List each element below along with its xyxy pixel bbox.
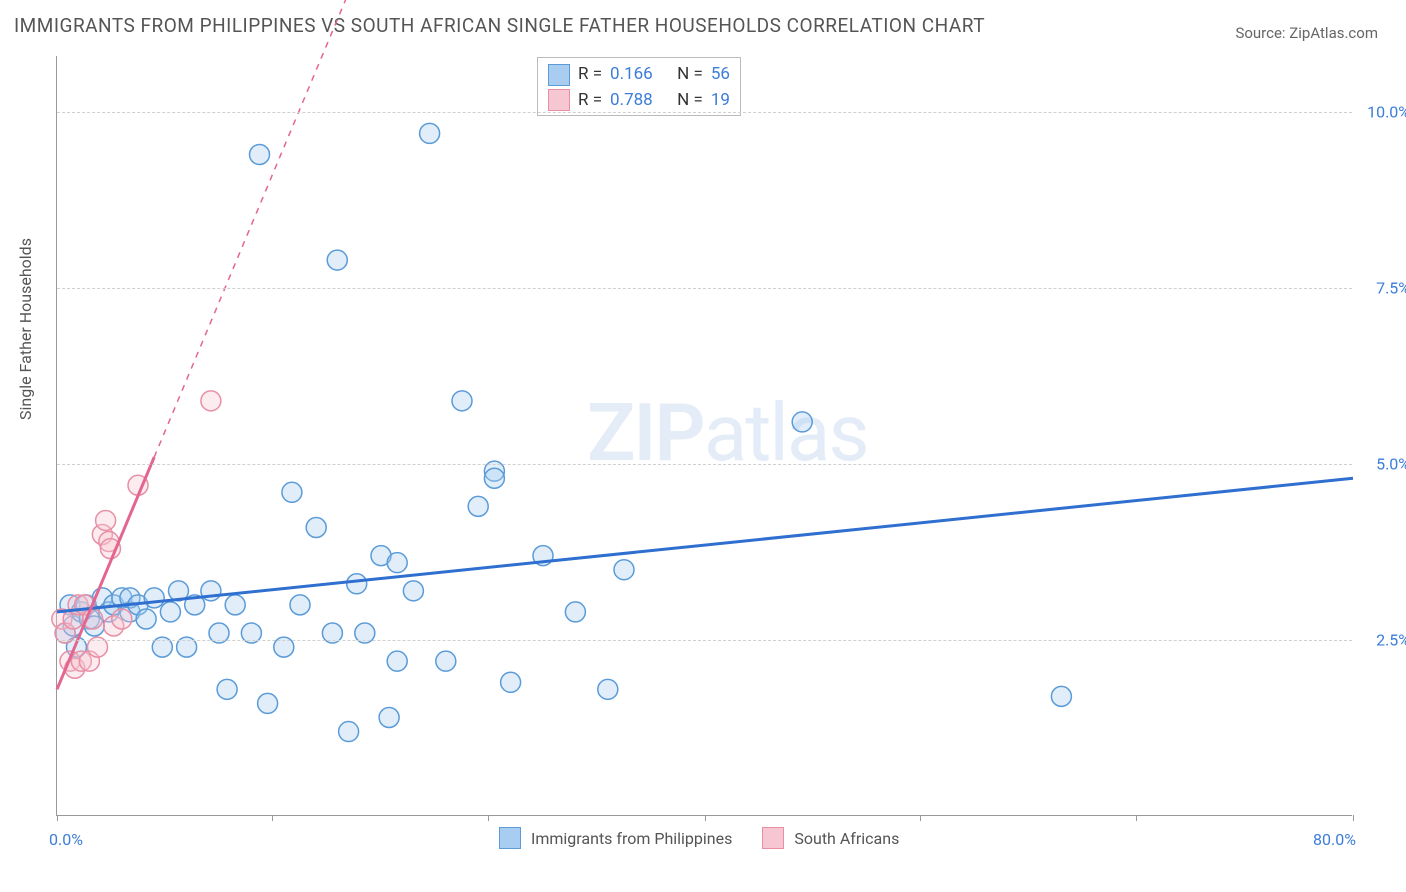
scatter-point-philippines [614,560,634,580]
x-tick-mark [1353,815,1354,821]
scatter-point-philippines [225,595,245,615]
scatter-point-philippines [1051,686,1071,706]
scatter-point-philippines [250,145,270,165]
scatter-point-philippines [436,651,456,671]
scatter-point-philippines [452,391,472,411]
source-label: Source: [1235,24,1285,42]
bottom-legend-item-2: South Africans [762,827,899,849]
trend-line [57,478,1353,612]
scatter-point-philippines [136,609,156,629]
source-name: ZipAtlas.com [1289,24,1378,42]
scatter-point-philippines [598,679,618,699]
bottom-legend: Immigrants from Philippines South Africa… [499,827,899,849]
gridline-h [57,640,1352,641]
x-tick-mark [705,815,706,821]
scatter-point-philippines [282,482,302,502]
scatter-point-philippines [306,517,326,537]
scatter-point-south_africans [201,391,221,411]
source-attribution: Source: ZipAtlas.com [1235,24,1378,42]
chart-plot-area: ZIPatlas R = 0.166 N = 56 R = 0.788 N = … [56,56,1352,816]
trend-line [57,457,154,689]
scatter-svg [57,56,1352,815]
chart-title: IMMIGRANTS FROM PHILIPPINES VS SOUTH AFR… [14,14,985,37]
y-tick-label: 5.0% [1376,455,1406,474]
scatter-point-philippines [327,250,347,270]
swatch-south-africans-bottom [762,827,784,849]
bottom-legend-label-2: South Africans [794,829,899,848]
scatter-point-philippines [160,602,180,622]
scatter-point-philippines [379,707,399,727]
scatter-point-philippines [258,693,278,713]
y-tick-label: 7.5% [1376,279,1406,298]
scatter-point-philippines [501,672,521,692]
scatter-point-philippines [290,595,310,615]
scatter-point-philippines [387,651,407,671]
gridline-h [57,464,1352,465]
swatch-philippines-bottom [499,827,521,849]
scatter-point-philippines [403,581,423,601]
scatter-point-philippines [792,412,812,432]
x-tick-mark [272,815,273,821]
gridline-h [57,112,1352,113]
scatter-point-philippines [144,588,164,608]
bottom-legend-item-1: Immigrants from Philippines [499,827,732,849]
x-tick-label: 80.0% [1313,830,1356,849]
scatter-point-south_africans [112,609,132,629]
y-tick-label: 2.5% [1376,631,1406,650]
scatter-point-philippines [347,574,367,594]
scatter-point-philippines [339,722,359,742]
gridline-h [57,288,1352,289]
x-tick-label: 0.0% [49,830,83,849]
scatter-point-philippines [387,553,407,573]
x-tick-mark [920,815,921,821]
bottom-legend-label-1: Immigrants from Philippines [531,829,732,848]
scatter-point-philippines [420,123,440,143]
scatter-point-south_africans [96,510,116,530]
scatter-point-philippines [468,496,488,516]
x-tick-mark [57,815,58,821]
y-tick-label: 10.0% [1367,103,1406,122]
y-axis-label: Single Father Households [16,238,35,420]
x-tick-mark [1136,815,1137,821]
x-tick-mark [488,815,489,821]
trend-line [154,0,381,457]
scatter-point-philippines [217,679,237,699]
scatter-point-philippines [484,468,504,488]
scatter-point-philippines [565,602,585,622]
